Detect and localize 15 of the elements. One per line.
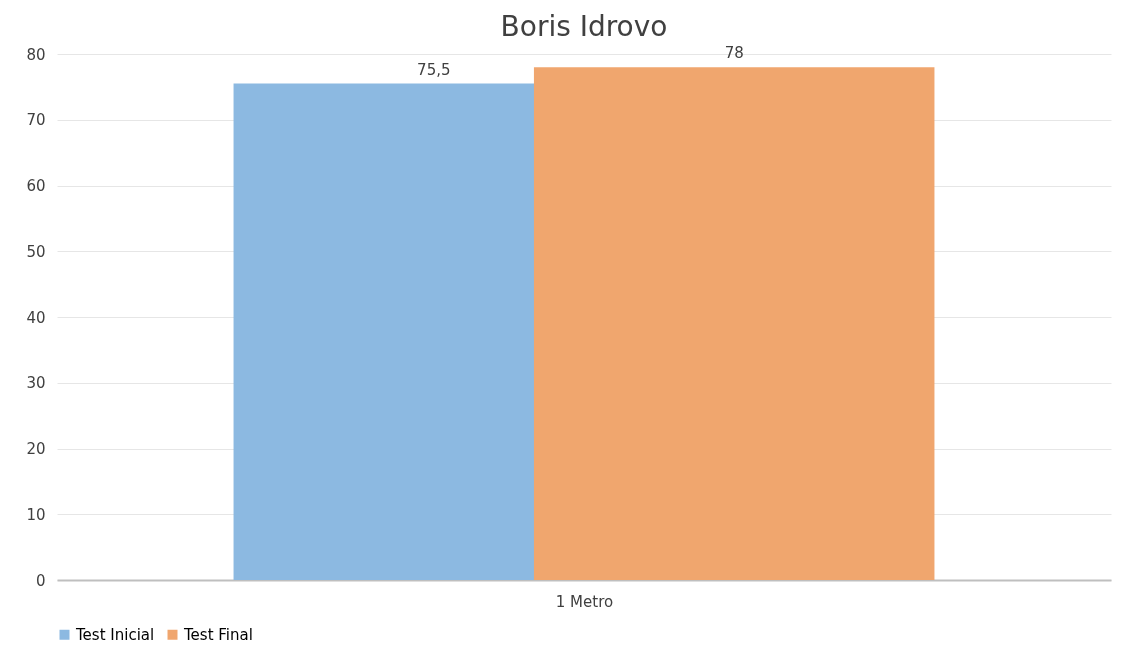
legend-label: Test Final (183, 625, 253, 644)
y-tick-label: 20 (26, 440, 46, 458)
y-tick-label: 40 (26, 308, 46, 327)
data-label: 75,5 (417, 60, 451, 79)
y-tick-label: 10 (26, 505, 46, 524)
y-tick-label: 80 (26, 45, 46, 64)
y-tick-label: 0 (35, 571, 46, 590)
x-tick-label: 1 Metro (555, 592, 614, 611)
y-tick-label: 50 (26, 242, 46, 261)
data-label: 78 (724, 44, 744, 63)
chart-title: Boris Idrovo (500, 10, 668, 44)
y-tick-label: 70 (26, 111, 46, 130)
y-tick-label: 60 (26, 177, 46, 195)
y-tick-label: 30 (26, 374, 46, 393)
legend-label: Test Inicial (75, 625, 155, 644)
